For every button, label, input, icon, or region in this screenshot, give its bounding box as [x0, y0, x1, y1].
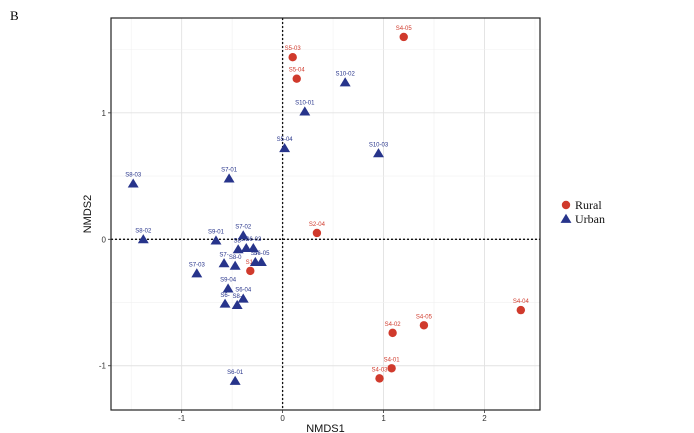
- point-label: S8-: [233, 294, 242, 300]
- point-label: S5-03: [285, 46, 302, 52]
- urban-point: [210, 235, 222, 245]
- point-label: S6-04: [235, 288, 252, 294]
- point-label: S10-01: [295, 101, 315, 107]
- legend-label: Rural: [575, 198, 602, 212]
- point-label: S4-02: [385, 322, 402, 328]
- y-axis-title: NMDS2: [82, 195, 94, 234]
- point-label: S4-03: [371, 367, 388, 373]
- rural-point: [419, 321, 429, 330]
- zero-reference-lines: [111, 18, 540, 410]
- point-label: S1-: [246, 260, 255, 266]
- y-tick-label: 0: [102, 235, 107, 244]
- point-label: S4-05: [416, 314, 433, 320]
- point-label: S10-02: [336, 71, 356, 77]
- point-label: S5-04: [289, 68, 306, 74]
- grid-lines: [111, 18, 540, 410]
- point-label: S7-: [219, 252, 228, 258]
- urban-point: [191, 268, 203, 278]
- rural-point: [288, 53, 297, 62]
- y-tick-label: 1: [102, 109, 107, 118]
- urban-point: [247, 242, 259, 253]
- point-label: S2-04: [309, 222, 326, 228]
- rural-point: [388, 328, 397, 338]
- point-label: S7-02: [235, 224, 252, 230]
- point-label: S4-05: [396, 26, 413, 32]
- rural-point: [292, 74, 301, 83]
- point-label: S6-03: [245, 237, 262, 243]
- rural-point: [516, 305, 526, 315]
- y-tick-label: -1: [99, 362, 107, 371]
- urban-point: [219, 298, 231, 308]
- urban-point: [299, 106, 311, 116]
- point-label: S7-03: [189, 262, 206, 268]
- point-label: S4-04: [513, 299, 530, 305]
- x-tick-label: 1: [381, 414, 386, 423]
- urban-point: [231, 299, 243, 309]
- legend-label: Urban: [575, 212, 605, 226]
- point-label: S6-: [220, 293, 229, 299]
- urban-point: [339, 77, 351, 87]
- data-points: S4-05 S5-03 S5-04 S2-04 S1- S4-04 S4-05 S4-02 S4…: [125, 26, 529, 385]
- point-label: S5-04: [277, 137, 294, 143]
- rural-point: [399, 32, 408, 42]
- point-label: S8-: [234, 238, 243, 244]
- x-tick-label: -1: [178, 414, 186, 423]
- urban-point: [127, 178, 139, 188]
- rural-point: [387, 364, 396, 373]
- point-label: S6-: [242, 237, 251, 243]
- legend-rural-marker: [561, 200, 571, 210]
- urban-point: [240, 242, 252, 253]
- point-label: S6-05: [253, 251, 270, 257]
- urban-point: [279, 143, 291, 153]
- urban-point: [373, 148, 384, 158]
- urban-point: [137, 234, 149, 244]
- urban-point: [218, 258, 230, 268]
- panel-label: B: [10, 8, 19, 23]
- x-axis-title: NMDS1: [306, 423, 345, 433]
- point-label: S6-01: [227, 370, 244, 376]
- point-label: S10-03: [369, 142, 389, 148]
- point-label: S4-01: [384, 357, 401, 363]
- urban-point: [255, 256, 267, 266]
- rural-point: [375, 374, 384, 383]
- urban-point: [223, 173, 235, 183]
- urban-point: [222, 283, 234, 293]
- point-label: S8-02: [135, 228, 152, 234]
- urban-point: [232, 244, 244, 254]
- urban-point: [237, 293, 249, 303]
- point-label: S8-03: [125, 173, 142, 179]
- rural-point: [246, 266, 255, 276]
- axis-ticks: -1 0 1 2 -1 0 1: [99, 109, 487, 423]
- urban-point: [229, 260, 241, 270]
- point-label: S7-: [251, 251, 260, 257]
- point-label: S9-04: [220, 278, 237, 284]
- point-label: S9-01: [208, 230, 225, 236]
- x-tick-label: 2: [482, 414, 487, 423]
- urban-point: [237, 230, 249, 240]
- x-tick-label: 0: [280, 414, 285, 423]
- plot-frame: [110, 17, 541, 411]
- rural-point: [312, 228, 322, 238]
- urban-point: [229, 375, 241, 385]
- point-label: S7-01: [221, 168, 238, 174]
- point-label: S8-0: [229, 255, 242, 261]
- legend-urban-marker: [560, 213, 572, 223]
